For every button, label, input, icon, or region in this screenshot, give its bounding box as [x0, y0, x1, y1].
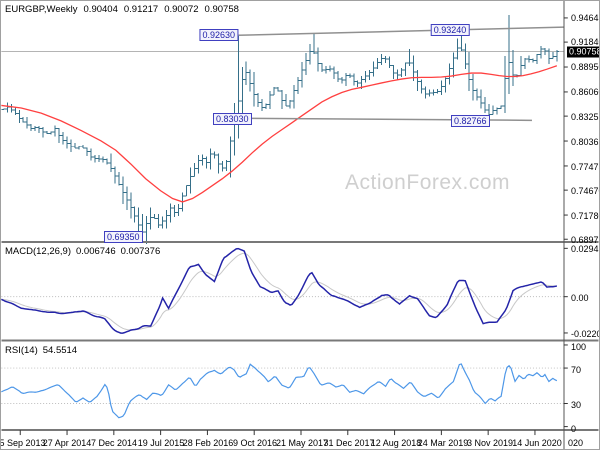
macd-axis-label: -0.022074 — [571, 329, 599, 340]
low-value: 0.90072 — [164, 4, 199, 15]
price-annotation: 0.69350 — [104, 231, 143, 244]
macd-signal-line — [1, 252, 557, 331]
price-axis-label: 0.83255 — [571, 111, 599, 122]
macd-indicator-label: MACD(12,26,9) 0.006746 0.007376 — [5, 246, 165, 257]
date-axis-label: 27 Apr 2014 — [42, 438, 92, 448]
date-axis-label: 19 Jul 2015 — [137, 438, 185, 448]
price-bars — [1, 14, 559, 245]
rsi-axis-label: 100 — [571, 341, 587, 352]
price-annotation: 0.83030 — [213, 112, 252, 125]
date-axis-label: 28 Feb 2016 — [182, 438, 234, 448]
date-axis-label: 14 Jun 2020 — [512, 438, 562, 448]
date-axis-label: 21 May 2017 — [275, 438, 329, 448]
rsi-name: RSI(14) — [5, 345, 38, 356]
date-axis-label: 9 Oct 2016 — [232, 438, 278, 448]
macd-axis-label: 0.00 — [571, 293, 589, 303]
rsi-axis-label: 70 — [571, 364, 582, 375]
current-price-label: 0.90758 — [567, 46, 599, 58]
date-axis-label: 15 Sep 2013 — [1, 438, 46, 448]
rsi-indicator-label: RSI(14) 54.5514 — [5, 345, 82, 356]
macd-axis-label: 0.029412 — [571, 244, 599, 255]
rsi-value: 54.5514 — [42, 345, 78, 356]
date-axis-label: 12 Aug 2018 — [370, 438, 422, 448]
macd-name: MACD(12,26,9) — [5, 246, 71, 257]
price-axis-label: 0.94645 — [571, 13, 599, 23]
price-annotation: 0.93240 — [430, 24, 470, 37]
close-value: 0.90758 — [204, 4, 239, 15]
rsi-axis-label: 30 — [571, 400, 582, 411]
date-axis-label: 31 Dec 2017 — [323, 438, 375, 448]
price-annotation: 0.92630 — [199, 29, 238, 42]
date-axis-label: 7 Dec 2014 — [90, 438, 138, 448]
ma-line — [1, 65, 558, 203]
watermark: ActionForex.com — [345, 171, 511, 194]
open-value: 0.90404 — [83, 4, 118, 15]
high-value: 0.91217 — [123, 4, 159, 15]
price-axis-label: 0.80365 — [571, 136, 599, 147]
date-axis-label: 3 Nov 2019 — [466, 438, 514, 448]
macd-value: 0.006746 — [76, 246, 116, 257]
price-annotation: 0.82766 — [451, 114, 490, 127]
macd-signal-value: 0.007376 — [120, 246, 161, 257]
date-axis-label: 24 Mar 2019 — [417, 438, 469, 448]
symbol-ohlc-header: EURGBP,Weekly 0.90404 0.91217 0.90072 0.9075… — [5, 4, 245, 15]
trendline-resistance — [238, 26, 564, 37]
date-axis-label-clipped: 020 — [568, 438, 584, 448]
macd-line — [1, 247, 557, 334]
rsi-axis-label: 0 — [571, 423, 577, 434]
price-axis-label: 0.77475 — [571, 161, 599, 172]
price-axis-label: 0.68975 — [571, 235, 599, 246]
rsi-line — [1, 363, 558, 419]
symbol-timeframe: EURGBP,Weekly — [5, 4, 78, 15]
